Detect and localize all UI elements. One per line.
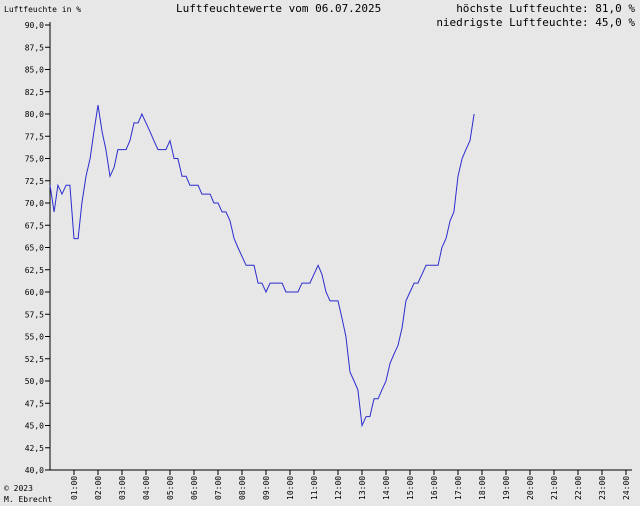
x-tick-label: 15:00 — [406, 476, 415, 500]
y-tick-label: 82,5 — [25, 88, 44, 97]
max-humidity-label: höchste Luftfeuchte: 81,0 % — [456, 2, 635, 15]
x-tick-label: 24:00 — [622, 476, 631, 500]
y-tick-label: 60,0 — [25, 288, 44, 297]
x-tick-label: 01:00 — [70, 476, 79, 500]
x-tick-label: 05:00 — [166, 476, 175, 500]
chart-title: Luftfeuchtewerte vom 06.07.2025 — [176, 2, 382, 15]
y-tick-label: 90,0 — [25, 21, 44, 30]
humidity-series-line — [49, 105, 475, 428]
y-tick-label: 70,0 — [25, 199, 44, 208]
x-tick-label: 04:00 — [142, 476, 151, 500]
y-tick-label: 62,5 — [25, 266, 44, 275]
y-tick-label: 67,5 — [25, 221, 44, 230]
x-tick-label: 09:00 — [262, 476, 271, 500]
y-tick-label: 65,0 — [25, 244, 44, 253]
y-tick-label: 77,5 — [25, 132, 44, 141]
x-tick-label: 19:00 — [502, 476, 511, 500]
copyright-label: © 2023 — [4, 484, 33, 493]
y-unit-label: Luftfeuchte in % — [4, 5, 82, 14]
x-tick-label: 03:00 — [118, 476, 127, 500]
x-tick-label: 20:00 — [526, 476, 535, 500]
x-tick-label: 18:00 — [478, 476, 487, 500]
x-tick-label: 08:00 — [238, 476, 247, 500]
y-tick-label: 52,5 — [25, 355, 44, 364]
y-tick-label: 47,5 — [25, 399, 44, 408]
x-tick-label: 11:00 — [310, 476, 319, 500]
x-tick-label: 10:00 — [286, 476, 295, 500]
x-tick-label: 06:00 — [190, 476, 199, 500]
x-tick-label: 12:00 — [334, 476, 343, 500]
y-tick-label: 55,0 — [25, 333, 44, 342]
x-tick-label: 13:00 — [358, 476, 367, 500]
x-tick-label: 23:00 — [598, 476, 607, 500]
y-tick-label: 50,0 — [25, 377, 44, 386]
x-tick-label: 14:00 — [382, 476, 391, 500]
x-tick-label: 02:00 — [94, 476, 103, 500]
author-label: M. Ebrecht — [4, 495, 53, 504]
y-tick-label: 80,0 — [25, 110, 44, 119]
y-tick-label: 87,5 — [25, 43, 44, 52]
y-tick-label: 75,0 — [25, 155, 44, 164]
min-humidity-label: niedrigste Luftfeuchte: 45,0 % — [436, 16, 635, 29]
y-tick-label: 42,5 — [25, 444, 44, 453]
x-tick-label: 07:00 — [214, 476, 223, 500]
x-tick-label: 17:00 — [454, 476, 463, 500]
y-tick-label: 40,0 — [25, 466, 44, 475]
y-tick-label: 45,0 — [25, 422, 44, 431]
x-tick-label: 22:00 — [574, 476, 583, 500]
y-tick-label: 72,5 — [25, 177, 44, 186]
y-tick-label: 85,0 — [25, 66, 44, 75]
x-tick-label: 21:00 — [550, 476, 559, 500]
x-tick-label: 16:00 — [430, 476, 439, 500]
y-tick-label: 57,5 — [25, 310, 44, 319]
